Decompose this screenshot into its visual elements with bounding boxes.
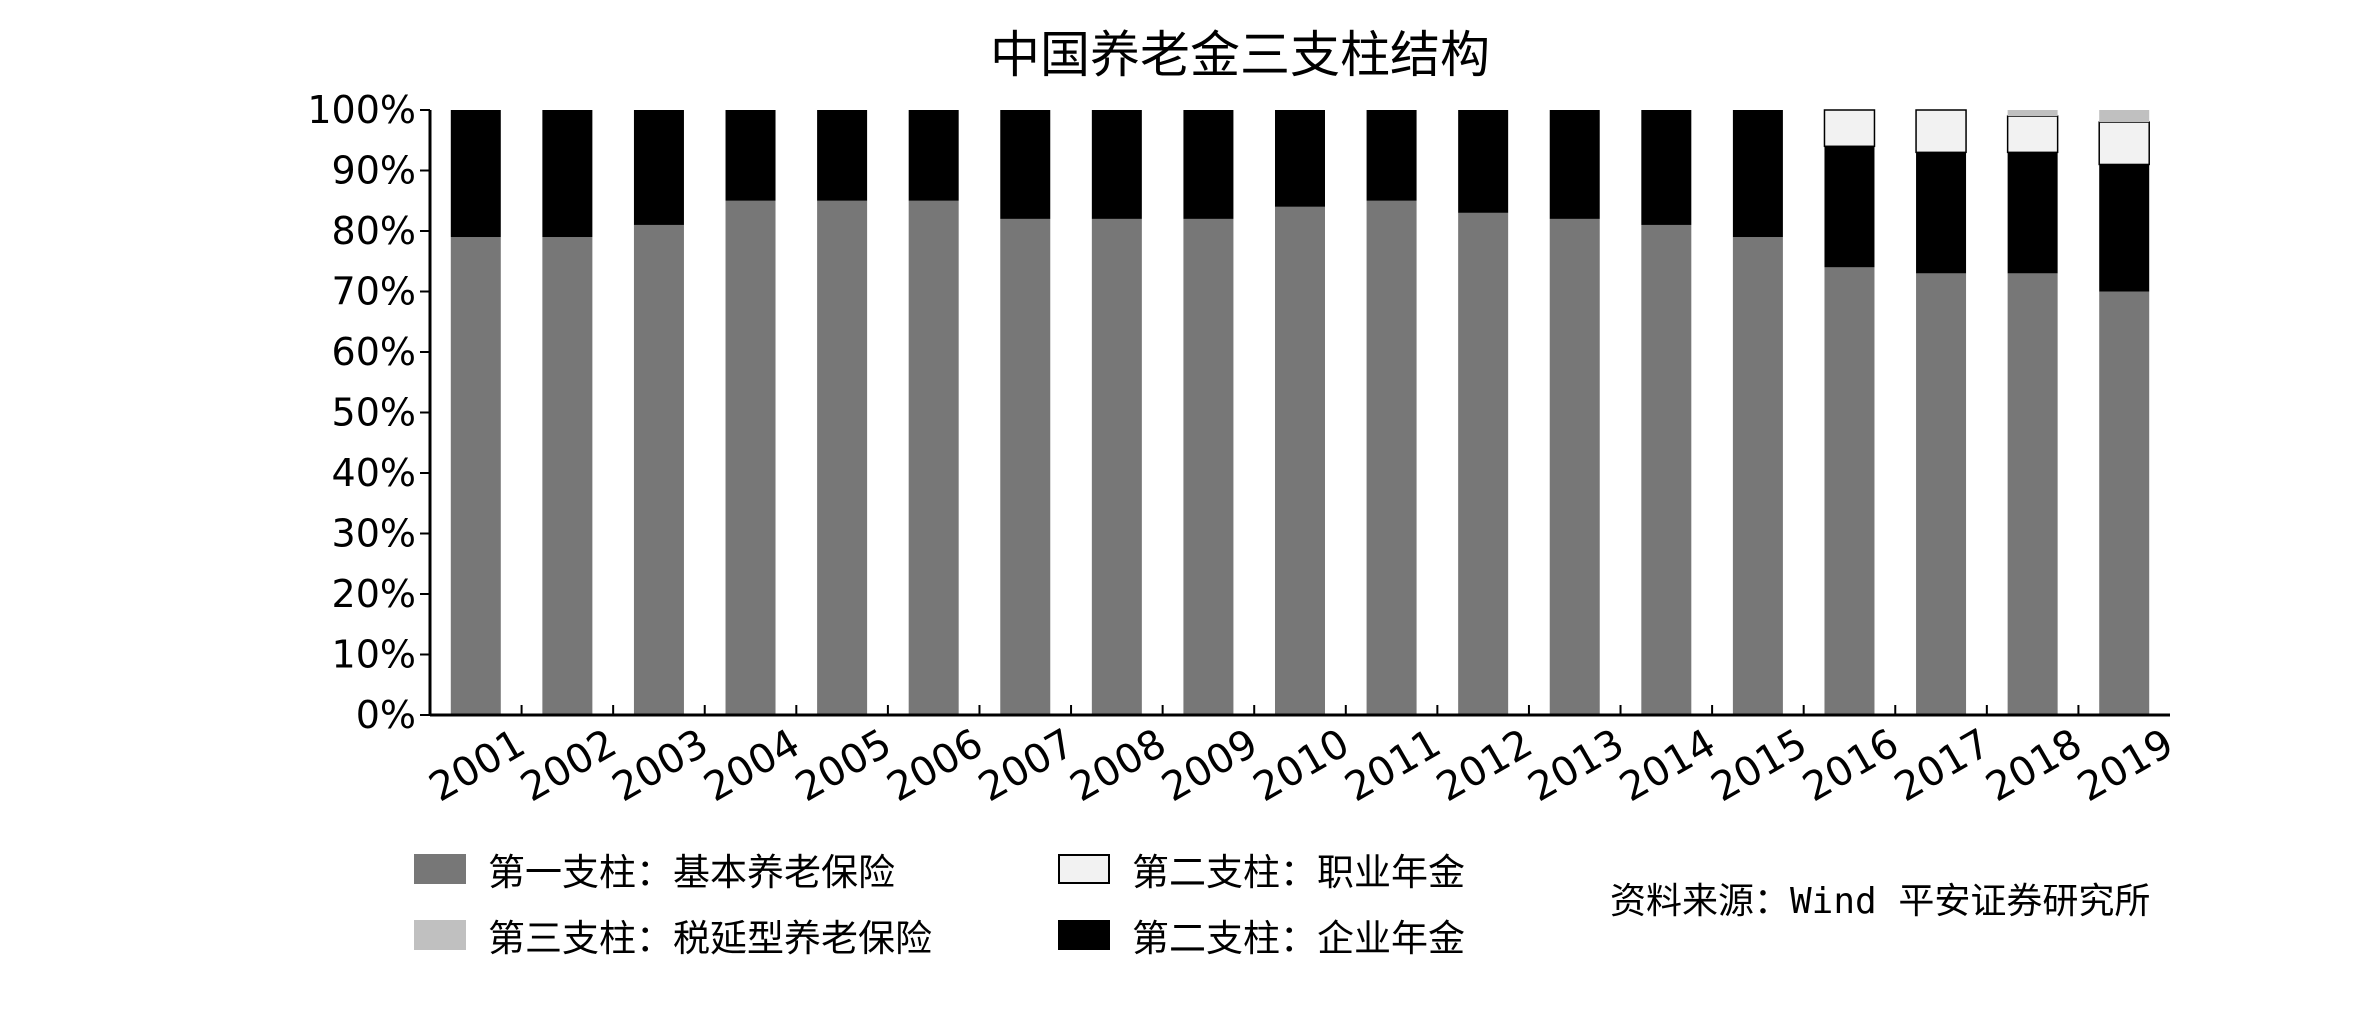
bar-tax_deferred-2019	[2099, 110, 2150, 123]
x-tick-label: 2002	[513, 720, 624, 811]
bar-enterprise-2011	[1366, 110, 1417, 201]
bar-basic-2007	[1000, 218, 1051, 715]
x-tick-label: 2001	[422, 720, 533, 811]
x-tick-label: 2015	[1704, 720, 1815, 811]
bar-enterprise-2017	[1916, 152, 1967, 274]
bar-enterprise-2013	[1549, 110, 1600, 219]
y-tick-label: 30%	[332, 512, 416, 556]
bar-basic-2017	[1916, 273, 1967, 715]
y-tick-label: 90%	[332, 149, 416, 193]
x-tick-label: 2004	[696, 720, 807, 811]
y-tick-label: 50%	[332, 391, 416, 435]
x-tick-label: 2005	[788, 720, 899, 811]
bar-basic-2018	[2007, 273, 2058, 715]
bar-basic-2008	[1091, 218, 1142, 715]
y-tick-label: 40%	[332, 451, 416, 495]
y-tick-label: 100%	[307, 88, 416, 132]
legend-label-enterprise: 第二支柱：企业年金	[1132, 917, 1465, 960]
x-tick-label: 2018	[1979, 720, 2090, 811]
bar-basic-2003	[633, 224, 684, 715]
bar-enterprise-2007	[1000, 110, 1051, 219]
bar-basic-2010	[1275, 206, 1325, 716]
bar-occupational-2016	[1823, 109, 1876, 148]
x-tick-label: 2016	[1795, 720, 1906, 811]
legend-label-basic: 第一支柱：基本养老保险	[488, 851, 895, 894]
bar-basic-2016	[1824, 267, 1875, 715]
bar-enterprise-2018	[2007, 152, 2058, 274]
legend-swatch-occupational	[1058, 854, 1110, 884]
bar-occupational-2018	[2006, 115, 2059, 154]
bar-basic-2015	[1732, 237, 1783, 716]
bar-basic-2012	[1458, 212, 1509, 715]
bar-enterprise-2003	[633, 110, 684, 225]
bar-occupational-2017	[1915, 109, 1967, 154]
x-tick-label: 2011	[1337, 720, 1448, 811]
x-tick-label: 2012	[1429, 720, 1540, 811]
y-tick-label: 60%	[332, 330, 416, 374]
legend-swatch-tax-deferred	[414, 920, 466, 950]
bar-enterprise-2008	[1091, 110, 1142, 219]
bar-basic-2014	[1641, 224, 1692, 715]
legend-item-tax-deferred: 第三支柱：税延型养老保险	[414, 909, 932, 961]
legend-col-2: 第二支柱：职业年金 第二支柱：企业年金	[1058, 843, 1465, 961]
bars	[450, 109, 2150, 716]
y-tick-label: 20%	[332, 572, 416, 616]
y-tick-label: 70%	[332, 270, 416, 314]
bar-basic-2005	[817, 200, 868, 715]
bar-enterprise-2015	[1732, 110, 1783, 238]
x-tick-label: 2013	[1521, 720, 1632, 811]
bar-basic-2004	[725, 200, 776, 715]
source-note: 资料来源：Wind 平安证券研究所	[1610, 881, 2151, 922]
legend-item-occupational: 第二支柱：职业年金	[1058, 843, 1465, 895]
bar-enterprise-2014	[1641, 110, 1692, 225]
legend-label-tax-deferred: 第三支柱：税延型养老保险	[488, 917, 932, 960]
bar-enterprise-2010	[1275, 110, 1325, 207]
bar-basic-2009	[1183, 218, 1234, 715]
bar-enterprise-2012	[1458, 110, 1509, 213]
chart-title: 中国养老金三支柱结构	[990, 26, 1490, 84]
y-tick-label: 10%	[332, 633, 416, 677]
legend-label-occupational: 第二支柱：职业年金	[1132, 851, 1465, 894]
x-tick-label: 2010	[1246, 720, 1357, 811]
x-tick-label: 2008	[1063, 720, 1174, 811]
bar-enterprise-2006	[908, 110, 959, 201]
bar-occupational-2019	[2098, 121, 2150, 166]
x-tick-label: 2009	[1154, 720, 1265, 811]
bar-enterprise-2016	[1824, 146, 1875, 268]
x-axis: 2001200220032004200520062007200820092010…	[422, 705, 2181, 811]
y-tick-label: 0%	[356, 693, 416, 737]
bar-basic-2001	[450, 237, 501, 716]
legend-item-enterprise: 第二支柱：企业年金	[1058, 909, 1465, 961]
legend-item-basic: 第一支柱：基本养老保险	[414, 843, 932, 895]
bar-basic-2019	[2099, 291, 2150, 715]
bar-tax_deferred-2018	[2007, 110, 2058, 117]
bar-basic-2006	[908, 200, 959, 715]
y-tick-label: 80%	[332, 209, 416, 253]
y-axis: 0% 10% 20% 30% 40% 50% 60% 70% 80% 90% 100%	[307, 88, 432, 737]
x-tick-label: 2006	[880, 720, 991, 811]
legend-swatch-enterprise	[1058, 920, 1110, 950]
bar-basic-2002	[542, 237, 593, 716]
bar-enterprise-2019	[2099, 164, 2150, 292]
legend-swatch-basic	[414, 854, 466, 884]
bar-enterprise-2004	[725, 110, 776, 201]
bar-enterprise-2001	[450, 110, 501, 238]
x-tick-label: 2019	[2070, 720, 2181, 811]
bar-enterprise-2009	[1183, 110, 1234, 219]
bar-enterprise-2005	[817, 110, 868, 201]
x-tick-label: 2017	[1887, 720, 1998, 811]
bar-enterprise-2002	[542, 110, 593, 238]
bar-basic-2011	[1366, 200, 1417, 715]
x-tick-label: 2014	[1612, 720, 1723, 811]
legend-col-1: 第一支柱：基本养老保险 第三支柱：税延型养老保险	[414, 843, 932, 961]
bar-basic-2013	[1549, 218, 1600, 715]
x-tick-label: 2003	[605, 720, 716, 811]
x-tick-label: 2007	[971, 720, 1082, 811]
